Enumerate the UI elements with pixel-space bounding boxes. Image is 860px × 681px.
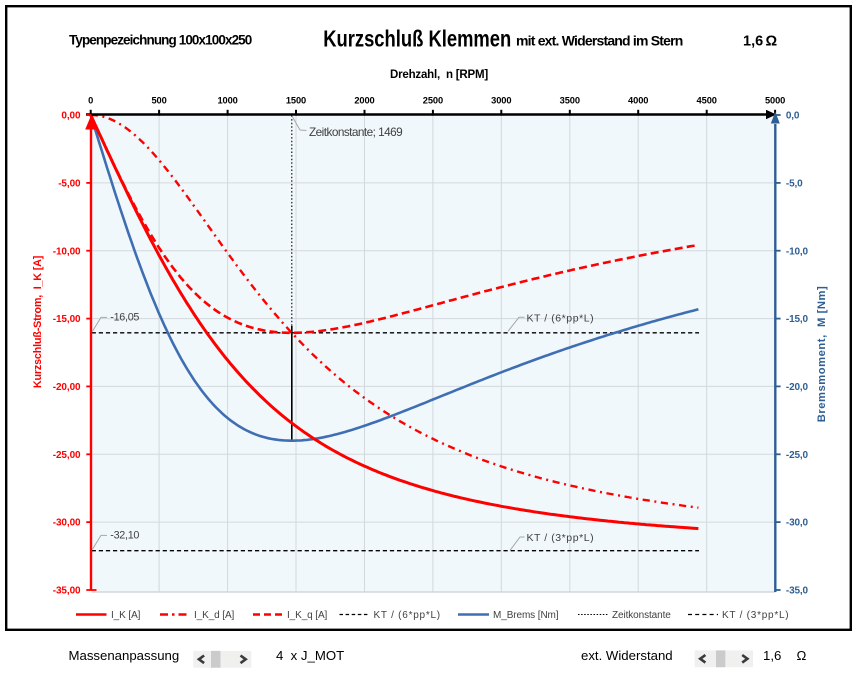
- svg-text:Bremsmoment, M [Nm]: Bremsmoment, M [Nm]: [816, 286, 828, 423]
- svg-text:-10,0: -10,0: [786, 246, 809, 257]
- svg-text:ext. Widerstand: ext. Widerstand: [581, 648, 673, 663]
- svg-text:4000: 4000: [628, 95, 648, 105]
- svg-text:1500: 1500: [286, 95, 306, 105]
- svg-text:-25,00: -25,00: [53, 450, 81, 461]
- svg-text:KT / (6*pp*L): KT / (6*pp*L): [374, 610, 441, 621]
- svg-text:KT / (6*pp*L): KT / (6*pp*L): [527, 313, 595, 325]
- svg-text:1000: 1000: [217, 95, 237, 105]
- svg-text:-35,00: -35,00: [53, 586, 81, 597]
- svg-text:Ω: Ω: [766, 34, 778, 50]
- svg-text:4 x J_MOT: 4 x J_MOT: [276, 648, 344, 663]
- svg-text:Kurzschluß-Strom, I_K [A]: Kurzschluß-Strom, I_K [A]: [32, 256, 44, 388]
- svg-text:Kurzschluß Klemmen: Kurzschluß Klemmen: [323, 26, 511, 52]
- svg-text:-32,10: -32,10: [110, 529, 139, 541]
- svg-text:500: 500: [151, 95, 166, 105]
- svg-text:M_Brems [Nm]: M_Brems [Nm]: [493, 610, 559, 621]
- svg-text:0,0: 0,0: [786, 111, 800, 122]
- svg-text:-5,00: -5,00: [58, 179, 81, 190]
- svg-text:I_K_d [A]: I_K_d [A]: [194, 610, 235, 621]
- svg-text:3500: 3500: [560, 95, 580, 105]
- svg-text:KT / (3*pp*L): KT / (3*pp*L): [527, 532, 595, 544]
- svg-text:3000: 3000: [491, 95, 511, 105]
- svg-text:-25,0: -25,0: [786, 450, 809, 461]
- svg-text:-20,0: -20,0: [786, 382, 809, 393]
- svg-text:2000: 2000: [354, 95, 374, 105]
- svg-text:0,00: 0,00: [61, 111, 81, 122]
- svg-text:-35,0: -35,0: [786, 586, 809, 597]
- svg-text:KT / (3*pp*L): KT / (3*pp*L): [722, 610, 789, 621]
- svg-text:2500: 2500: [423, 95, 443, 105]
- svg-text:mit ext. Widerstand im Stern: mit ext. Widerstand im Stern: [516, 33, 683, 49]
- svg-text:Typenpezeichnung 100x100x250: Typenpezeichnung 100x100x250: [69, 33, 252, 48]
- svg-text:1,6: 1,6: [743, 34, 763, 50]
- svg-text:I_K_q [A]: I_K_q [A]: [287, 610, 328, 621]
- svg-text:-16,05: -16,05: [110, 312, 139, 324]
- svg-text:-5,0: -5,0: [786, 179, 803, 190]
- svg-text:Zeitkonstante; 1469: Zeitkonstante; 1469: [309, 125, 402, 139]
- svg-text:-30,0: -30,0: [786, 518, 809, 529]
- svg-text:0: 0: [88, 95, 93, 105]
- svg-text:-15,0: -15,0: [786, 314, 809, 325]
- svg-text:I_K [A]: I_K [A]: [111, 610, 141, 621]
- svg-text:5000: 5000: [765, 95, 785, 105]
- svg-text:-10,00: -10,00: [53, 246, 81, 257]
- svg-text:1,6: 1,6: [763, 648, 781, 663]
- svg-text:-15,00: -15,00: [53, 314, 81, 325]
- svg-text:4500: 4500: [697, 95, 717, 105]
- svg-text:Massenanpassung: Massenanpassung: [69, 648, 180, 663]
- svg-text:Zeitkonstante: Zeitkonstante: [612, 610, 671, 621]
- svg-text:Ω: Ω: [797, 648, 807, 663]
- svg-text:Drehzahl, n [RPM]: Drehzahl, n [RPM]: [390, 69, 488, 81]
- svg-text:-30,00: -30,00: [53, 518, 81, 529]
- svg-text:-20,00: -20,00: [53, 382, 81, 393]
